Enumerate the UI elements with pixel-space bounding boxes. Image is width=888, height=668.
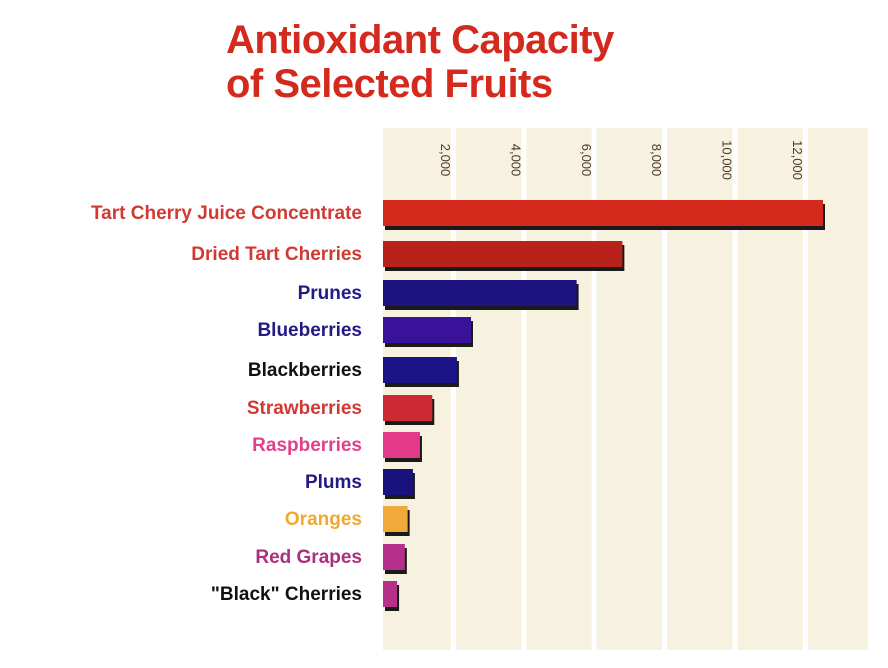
- gridline-3: [662, 128, 668, 650]
- x-tick-label: 12,000: [790, 140, 805, 180]
- category-label: Tart Cherry Juice Concentrate: [91, 203, 362, 224]
- x-tick-label: 2,000: [438, 144, 453, 177]
- gridline-5: [802, 128, 808, 650]
- category-label: "Black" Cherries: [211, 584, 362, 605]
- category-label: Raspberries: [252, 435, 362, 456]
- bar: [383, 280, 577, 306]
- category-label: Plums: [305, 472, 362, 493]
- bar: [383, 395, 433, 421]
- bar: [383, 506, 408, 532]
- bar: [383, 432, 420, 458]
- gridline-1: [521, 128, 527, 650]
- x-tick-label: 4,000: [508, 144, 523, 177]
- bar: [383, 544, 405, 570]
- category-label: Prunes: [298, 283, 362, 304]
- bar: [383, 241, 623, 267]
- category-label: Red Grapes: [255, 547, 362, 568]
- bar: [383, 317, 471, 343]
- chart-title-line-1: Antioxidant Capacity: [226, 18, 614, 62]
- category-label: Strawberries: [247, 398, 362, 419]
- x-tick-label: 10,000: [720, 140, 735, 180]
- category-label: Oranges: [285, 509, 362, 530]
- category-label: Blackberries: [248, 360, 362, 381]
- x-tick-label: 8,000: [649, 144, 664, 177]
- bar: [383, 469, 413, 495]
- category-label: Dried Tart Cherries: [191, 244, 362, 265]
- gridline-0: [450, 128, 456, 650]
- bar: [383, 200, 823, 226]
- gridline-2: [591, 128, 597, 650]
- bar: [383, 357, 457, 383]
- bar: [383, 581, 398, 607]
- category-label: Blueberries: [257, 320, 362, 341]
- gridline-4: [732, 128, 738, 650]
- chart-title-line-2: of Selected Fruits: [226, 62, 553, 106]
- x-tick-label: 6,000: [579, 144, 594, 177]
